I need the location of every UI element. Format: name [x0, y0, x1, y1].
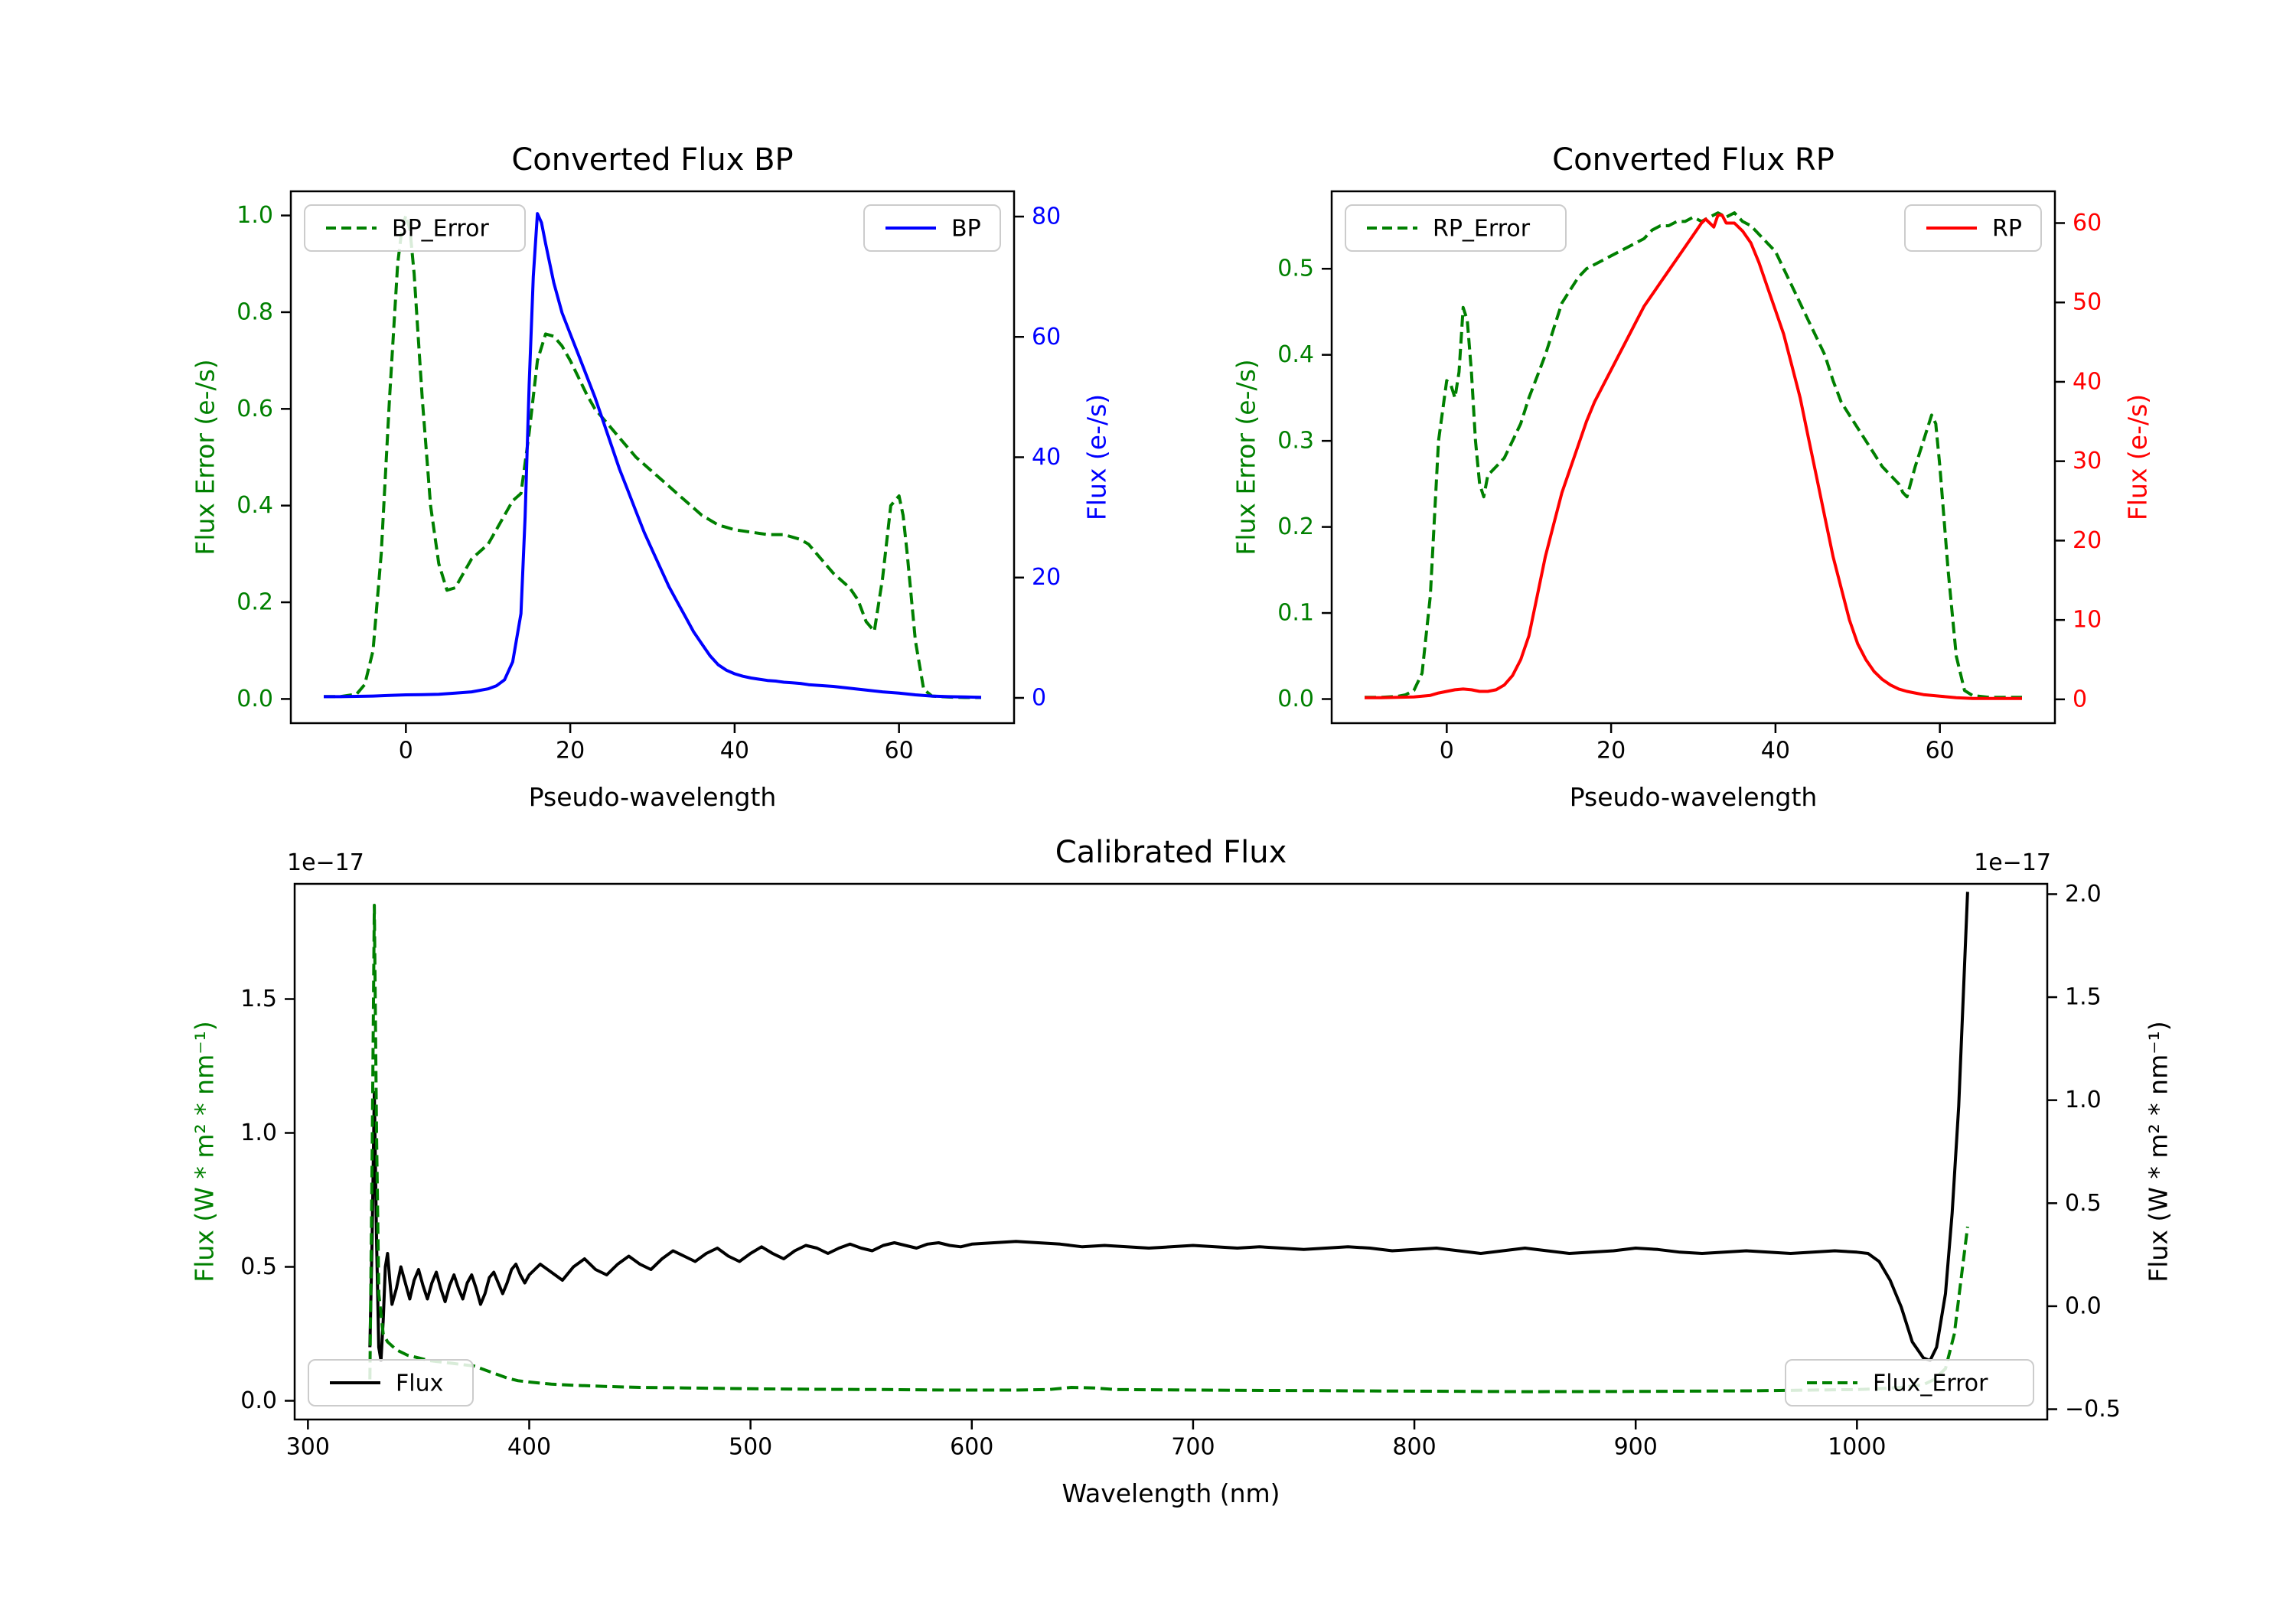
chart-title: Calibrated Flux: [1055, 835, 1287, 870]
left-y-tick-label: 1.0: [236, 202, 273, 229]
x-axis-label: Pseudo-wavelength: [529, 782, 777, 812]
legend-label: RP_Error: [1433, 216, 1531, 243]
x-tick-label: 40: [720, 738, 749, 764]
chart-title: Converted Flux RP: [1552, 142, 1835, 178]
left-y-tick-label: 0.2: [236, 589, 273, 616]
left-y-tick-label: 0.4: [236, 492, 273, 519]
left-y-tick-label: 0.1: [1277, 600, 1314, 627]
left-y-tick-label: 0.3: [1277, 428, 1314, 455]
x-tick-label: 600: [950, 1434, 993, 1461]
right-y-tick-label: 10: [2073, 607, 2102, 634]
left-y-tick-label: 1.0: [240, 1120, 277, 1146]
x-tick-label: 900: [1614, 1434, 1658, 1461]
x-tick-label: 60: [1926, 738, 1955, 764]
axes-frame: [293, 882, 2049, 1421]
left-y-tick-label: 0.8: [236, 298, 273, 325]
right-axis-offset-text: 1e−17: [1974, 849, 2051, 876]
x-tick-label: 60: [885, 738, 914, 764]
legend-box-rp_error: [1345, 204, 1567, 252]
axes-frame: [1330, 190, 2056, 725]
legend-label: RP: [1992, 216, 2022, 243]
x-tick-label: 800: [1392, 1434, 1436, 1461]
x-tick-label: 0: [1440, 738, 1454, 764]
left-axis-label: Flux Error (e-/s): [191, 359, 220, 555]
left-y-tick-label: 0.2: [1277, 513, 1314, 540]
right-y-tick-label: 20: [2073, 527, 2102, 554]
chart-rp: 0 20 40 60 0.0 0.1 0.2 0.3 0.4 0.5 0 10 20 30 40 50 60 Co…: [1231, 142, 2153, 812]
right-axis-label: Flux (W * m² * nm⁻¹): [2144, 1021, 2174, 1283]
left-y-tick-label: 0.0: [1277, 686, 1314, 712]
series-rp-line: [1365, 214, 2022, 700]
x-axis-label: Pseudo-wavelength: [1570, 782, 1818, 812]
left-y-tick-label: 0.0: [236, 686, 273, 712]
x-tick-label: 500: [729, 1434, 772, 1461]
legend-box-flux: [308, 1359, 474, 1407]
x-tick-label: 40: [1761, 738, 1790, 764]
series-flux-line: [368, 892, 1969, 1362]
right-y-tick-label: 60: [2073, 210, 2102, 236]
series-bp_error-line: [324, 214, 981, 699]
left-y-tick-label: 0.6: [236, 396, 273, 422]
chart-cal: 300 400 500 600 700 800 900 1000 0.0 0.5 1.0 1.5 −0.…: [190, 835, 2174, 1508]
left-y-tick-label: 0.5: [240, 1253, 277, 1280]
right-y-tick-label: 1.5: [2065, 984, 2102, 1011]
x-tick-label: 0: [399, 738, 413, 764]
legend-box-bp_error: [304, 204, 526, 252]
x-axis-label: Wavelength (nm): [1062, 1478, 1280, 1508]
right-y-tick-label: 2.0: [2065, 881, 2102, 908]
legend-label: BP_Error: [392, 216, 489, 243]
left-y-tick-label: 0.5: [1277, 256, 1314, 282]
x-tick-label: 20: [1596, 738, 1626, 764]
chart-bp: 0 20 40 60 0.0 0.2 0.4 0.6 0.8 1.0 0 20 40 60 80 Conver…: [191, 142, 1112, 812]
right-y-tick-label: 0: [1032, 684, 1046, 711]
left-axis-offset-text: 1e−17: [287, 849, 364, 876]
right-y-tick-label: 50: [2073, 289, 2102, 316]
x-tick-label: 300: [286, 1434, 330, 1461]
right-y-tick-label: 40: [2073, 368, 2102, 395]
right-y-tick-label: 40: [1032, 444, 1061, 471]
left-axis-label: Flux (W * m² * nm⁻¹): [190, 1021, 220, 1283]
axes-frame: [289, 190, 1016, 725]
left-y-tick-label: 1.5: [240, 986, 277, 1012]
legend-label: Flux: [396, 1371, 443, 1397]
series-flux_error-line: [368, 904, 1969, 1393]
x-tick-label: 700: [1171, 1434, 1215, 1461]
chart-title: Converted Flux BP: [511, 142, 793, 178]
x-tick-label: 20: [556, 738, 585, 764]
x-tick-label: 400: [507, 1434, 551, 1461]
right-y-tick-label: 80: [1032, 204, 1061, 230]
right-y-tick-label: 60: [1032, 324, 1061, 350]
legend-label: BP: [951, 216, 981, 243]
right-axis-label: Flux (e-/s): [2123, 394, 2153, 520]
right-y-tick-label: 0.0: [2065, 1292, 2102, 1319]
right-y-tick-label: −0.5: [2065, 1396, 2121, 1423]
series-rp_error-line: [1365, 211, 2022, 699]
legend-label: Flux_Error: [1873, 1371, 1988, 1397]
right-y-tick-label: 1.0: [2065, 1087, 2102, 1113]
right-y-tick-label: 0: [2073, 686, 2087, 712]
left-y-tick-label: 0.0: [240, 1387, 277, 1414]
x-tick-label: 1000: [1828, 1434, 1886, 1461]
right-y-tick-label: 0.5: [2065, 1190, 2102, 1217]
left-axis-label: Flux Error (e-/s): [1231, 359, 1261, 555]
right-axis-label: Flux (e-/s): [1082, 394, 1112, 520]
legend-box-flux_error: [1785, 1359, 2034, 1407]
left-y-tick-label: 0.4: [1277, 341, 1314, 368]
series-bp-line: [324, 212, 982, 699]
right-y-tick-label: 30: [2073, 448, 2102, 474]
right-y-tick-label: 20: [1032, 564, 1061, 591]
